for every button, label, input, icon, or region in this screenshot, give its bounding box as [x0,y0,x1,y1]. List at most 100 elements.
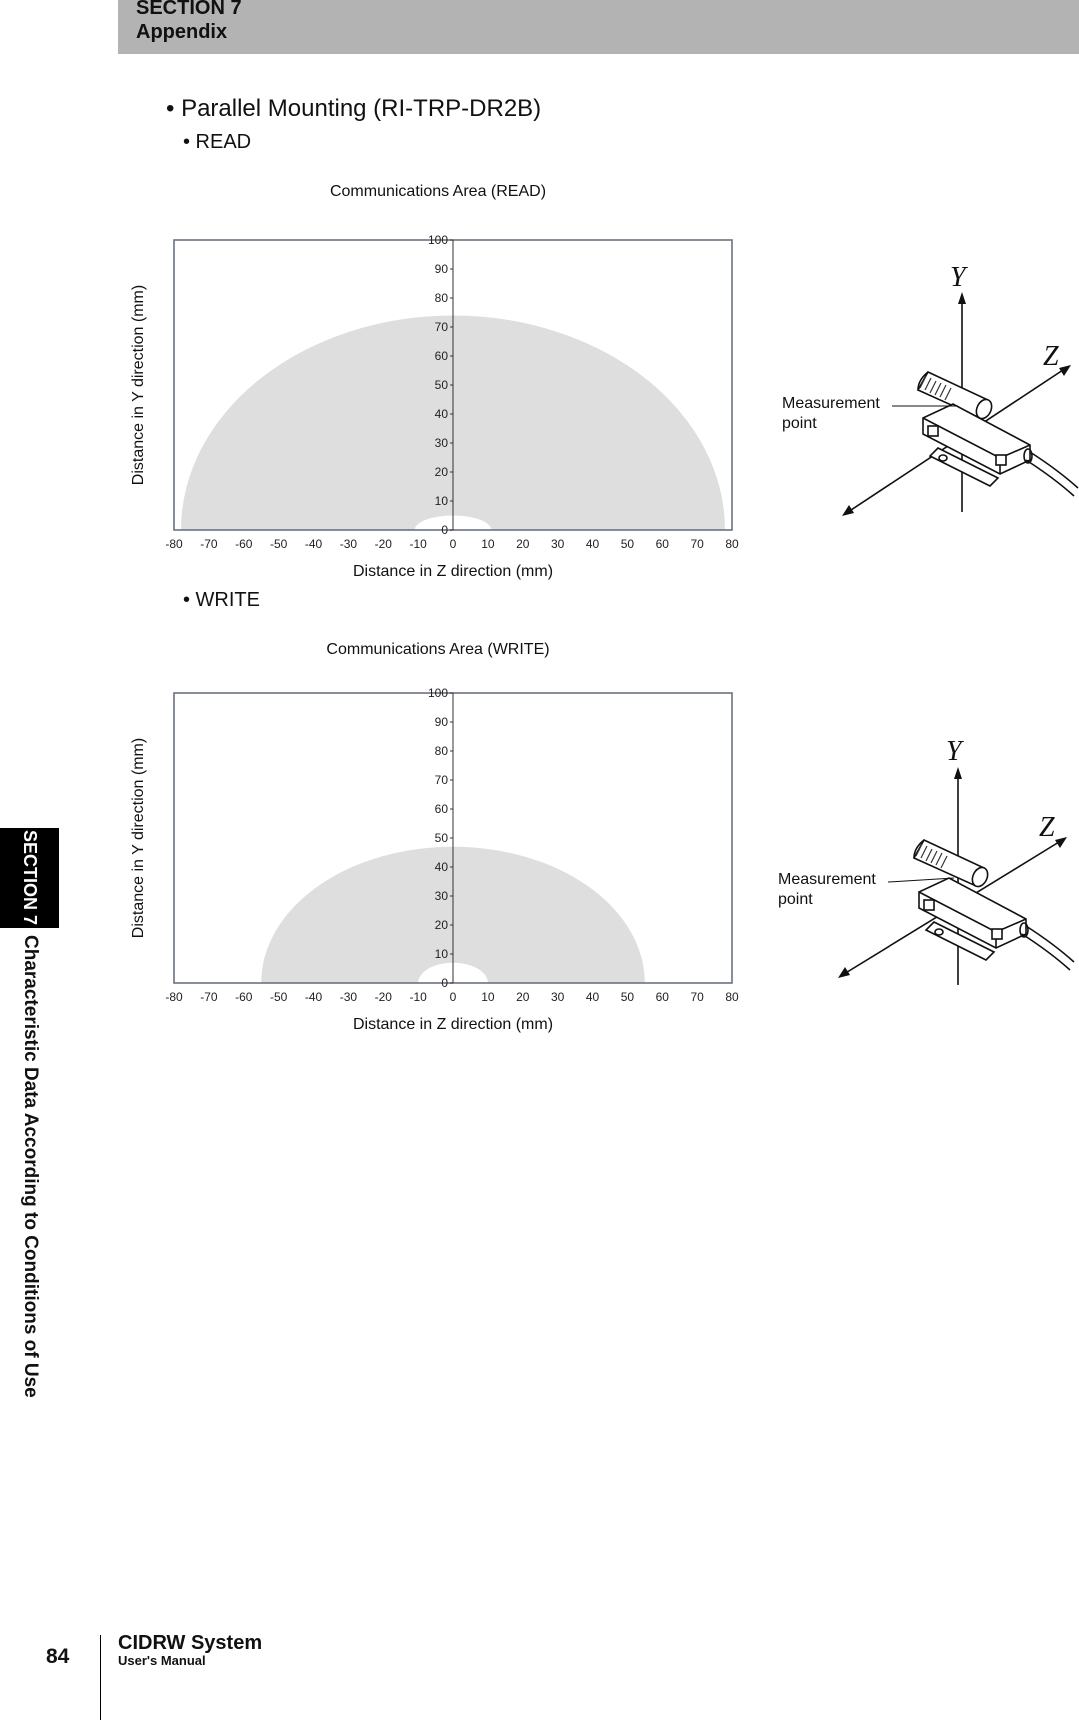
y-tick-label: 20 [435,465,449,479]
x-tick-label: 20 [516,537,530,551]
y-tick-label: 100 [428,686,448,700]
x-tick-label: 30 [551,537,565,551]
chart-title-read: Communications Area (READ) [329,183,547,200]
x-tick-label: 20 [516,990,530,1004]
x-tick-label: 40 [586,990,600,1004]
y-tick-label: 90 [435,715,449,729]
y-tick-label: 80 [435,744,449,758]
header-band [118,0,1079,54]
x-tick-label: -70 [200,537,218,551]
x-tick-label: -50 [270,537,288,551]
x-tick-label: 70 [690,537,704,551]
x-tick-label: -80 [165,990,183,1004]
measurement-point-label-write: Measurement point [778,870,876,910]
reader-body [922,403,1079,497]
x-tick-label: -50 [270,990,288,1004]
y-tick-label: 0 [441,976,448,990]
device-illustration-write: Y Z [838,736,1075,985]
measurement-label-line1: Measurement [782,395,880,412]
x-tick-label: -30 [340,537,358,551]
x-tick-label: -60 [235,990,253,1004]
footer-divider [100,1635,101,1720]
y-tick-label: 20 [435,918,449,932]
x-tick-label: -80 [165,537,183,551]
y-axis-label: Distance in Y direction (mm) [130,285,147,485]
x-tick-label: 80 [725,537,739,551]
header-section: SECTION 7 [136,0,242,19]
y-tick-label: 70 [435,773,449,787]
x-tick-label: -10 [409,990,427,1004]
y-tick-label: 80 [435,291,449,305]
y-tick-label: 40 [435,407,449,421]
y-tick-label: 0 [441,523,448,537]
x-axis-label: Distance in Z direction (mm) [353,563,553,580]
x-tick-label: 40 [586,537,600,551]
x-tick-label: 0 [450,537,457,551]
x-tick-label: 60 [656,537,670,551]
header-title: Appendix [136,21,228,43]
x-tick-label: 30 [551,990,565,1004]
measurement-label-line2: point [778,891,813,908]
x-tick-label: 50 [621,990,635,1004]
x-tick-label: 80 [725,990,739,1004]
x-tick-label: 60 [656,990,670,1004]
measurement-label-line1: Measurement [778,871,876,888]
z-axis-arrow-head [1059,365,1071,376]
y-axis-arrow [954,767,962,779]
chart-title-write: Communications Area (WRITE) [326,641,550,658]
y-tick-label: 10 [435,494,449,508]
z-axis-arrow-head [1055,837,1067,848]
y-tick-label: 40 [435,860,449,874]
y-tick-label: 90 [435,262,449,276]
tag-sensor [916,370,993,420]
section-heading: • Parallel Mounting (RI-TRP-DR2B) [166,95,542,122]
y-tick-label: 60 [435,349,449,363]
y-tick-label: 70 [435,320,449,334]
x-tick-label: -30 [340,990,358,1004]
x-tick-label: -40 [305,990,323,1004]
x-tick-label: -70 [200,990,218,1004]
measurement-leader [887,877,955,883]
read-subheading: • READ [183,131,252,153]
y-axis-letter: Y [950,262,969,293]
x-tick-label: -60 [235,537,253,551]
y-axis-label: Distance in Y direction (mm) [130,738,147,938]
x-tick-label: 70 [690,990,704,1004]
y-tick-label: 10 [435,947,449,961]
x-tick-label: 10 [481,537,495,551]
x-tick-label: 10 [481,990,495,1004]
z-axis-letter: Z [1039,812,1055,843]
y-axis-arrow [958,292,966,304]
x-tick-label: -40 [305,537,323,551]
x-tick-label: -10 [409,537,427,551]
x-tick-label: -20 [375,537,393,551]
x-axis-label: Distance in Z direction (mm) [353,1016,553,1033]
page-number: 84 [46,1645,70,1668]
measurement-point-label-read: Measurement point [782,394,880,434]
y-tick-label: 60 [435,802,449,816]
y-tick-label: 50 [435,378,449,392]
side-tab-section: SECTION 7 [20,830,41,926]
y-tick-label: 30 [435,889,449,903]
z-axis-arrow-tail [842,505,854,516]
footer-subtitle: User's Manual [118,1653,206,1668]
device-illustration-read: Y Z [842,262,1079,516]
reader-body [918,877,1075,971]
footer-title: CIDRW System [118,1632,263,1654]
y-tick-label: 100 [428,233,448,247]
y-axis-letter: Y [946,736,965,767]
y-tick-label: 50 [435,831,449,845]
x-tick-label: 0 [450,990,457,1004]
y-tick-label: 30 [435,436,449,450]
side-tab [0,828,59,928]
x-tick-label: -20 [375,990,393,1004]
z-axis-arrow-tail [838,967,850,978]
write-subheading: • WRITE [183,589,260,611]
measurement-label-line2: point [782,415,817,432]
tag-sensor [912,838,989,888]
x-tick-label: 50 [621,537,635,551]
z-axis-letter: Z [1043,341,1059,372]
side-tab-title: Characteristic Data According to Conditi… [20,935,41,1398]
